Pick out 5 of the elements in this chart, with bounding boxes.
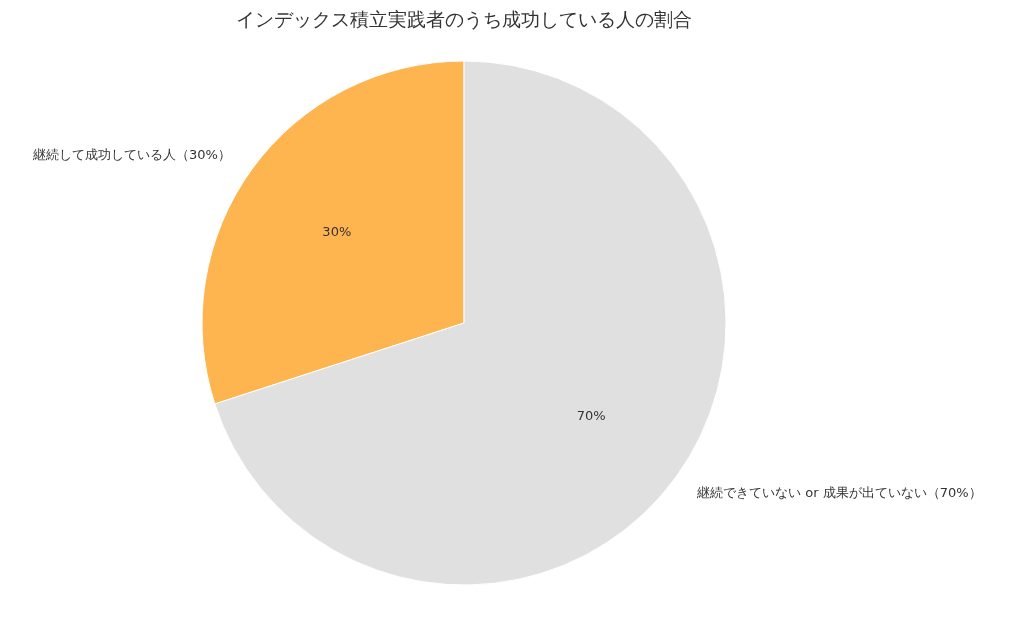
slice-label: 継続して成功している人（30%）: [31, 146, 231, 162]
slice-label: 継続できていない or 成果が出ていない（70%）: [696, 485, 982, 501]
chart-title: インデックス積立実践者のうち成功している人の割合: [236, 8, 692, 30]
data-label: 30%: [322, 223, 352, 239]
data-label: 70%: [576, 408, 606, 424]
